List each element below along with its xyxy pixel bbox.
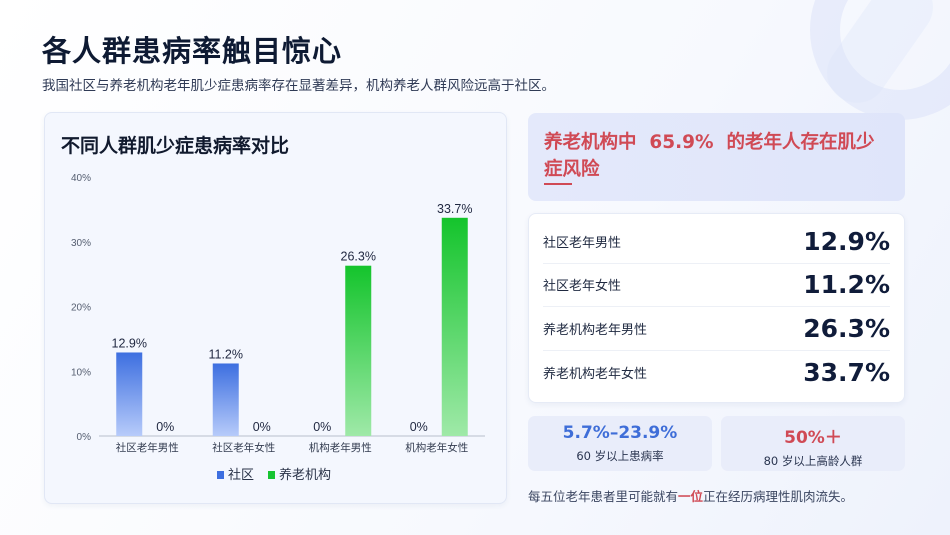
legend-swatch — [217, 471, 224, 479]
mini-label: 80 岁以上高龄人群 — [763, 454, 863, 468]
data-label: 0% — [410, 420, 428, 434]
data-label: 0% — [253, 420, 271, 434]
stat-row: 养老机构老年女性 33.7% — [543, 351, 890, 395]
y-tick-label: 40% — [71, 173, 91, 184]
footnote-before: 每五位老年患者里可能就有 — [528, 489, 679, 504]
mini-label: 60 岁以上患病率 — [576, 449, 664, 463]
stat-label: 养老机构老年男性 — [543, 322, 648, 338]
y-tick-label: 0% — [77, 432, 92, 443]
data-label: 11.2% — [208, 347, 243, 361]
footnote-emphasis: 一位 — [678, 489, 704, 504]
highlight-underline — [544, 183, 572, 185]
y-tick-label: 30% — [71, 238, 91, 249]
mini-value: 5.7%–23.9% — [562, 423, 678, 443]
bar-chart: 0% 10% 20% 30% 40% 12.9% 0% 社区老年男性 11.2% 0% 社区老年女性… — [71, 173, 485, 483]
footnote: 每五位老年患者里可能就有一位正在经历病理性肌肉流失。 — [528, 486, 853, 505]
data-label: 26.3% — [341, 250, 376, 264]
stat-value: 33.7% — [803, 357, 890, 387]
page-title: 各人群患病率触目惊心 — [42, 34, 343, 68]
highlight-suffix: 的老年人存在肌少症风险 — [544, 132, 875, 180]
stat-value: 11.2% — [803, 270, 890, 300]
page-subtitle: 我国社区与养老机构老年肌少症患病率存在显著差异，机构养老人群风险远高于社区。 — [42, 78, 555, 94]
x-tick-label: 机构老年男性 — [309, 441, 372, 454]
x-tick-label: 机构老年女性 — [405, 441, 468, 454]
highlight-text: 养老机构中 65.9% 的老年人存在肌少症风险 — [544, 129, 889, 183]
chart-title: 不同人群肌少症患病率对比 — [61, 135, 290, 157]
bar — [116, 352, 143, 436]
stat-label: 养老机构老年女性 — [543, 366, 648, 382]
stats-card: 社区老年男性 12.9% 社区老年女性 11.2% 养老机构老年男性 26.3%… — [528, 213, 905, 403]
mini-value: 50%＋ — [784, 428, 842, 448]
prevalence-60-card: 5.7%–23.9% 60 岁以上患病率 — [528, 416, 712, 471]
data-label: 0% — [156, 420, 174, 434]
y-tick-label: 20% — [71, 303, 91, 314]
highlight-prefix: 养老机构中 — [544, 132, 637, 153]
data-label: 12.9% — [112, 336, 147, 350]
bar — [441, 217, 468, 436]
data-label: 0% — [313, 420, 331, 434]
y-tick-label: 10% — [71, 367, 91, 378]
prevalence-80-card: 50%＋ 80 岁以上高龄人群 — [721, 416, 905, 471]
stat-row: 社区老年女性 11.2% — [543, 264, 890, 307]
x-tick-label: 社区老年女性 — [212, 441, 275, 454]
data-label: 33.7% — [437, 202, 472, 216]
stat-row: 社区老年男性 12.9% — [543, 220, 890, 264]
stat-row: 养老机构老年男性 26.3% — [543, 307, 890, 351]
legend-swatch — [268, 471, 275, 479]
legend-label: 养老机构 — [279, 467, 331, 483]
footnote-after: 正在经历病理性肌肉流失。 — [703, 489, 854, 504]
stat-value: 26.3% — [803, 313, 890, 343]
highlight-value: 65.9% — [649, 132, 714, 153]
legend-label: 社区 — [228, 467, 254, 483]
chart-card: 不同人群肌少症患病率对比 0% 10% 20% 30% 40% 12.9% 0% 社区老年男性… — [44, 112, 507, 504]
bar — [212, 363, 239, 436]
stat-label: 社区老年女性 — [543, 279, 622, 295]
highlight-callout: 养老机构中 65.9% 的老年人存在肌少症风险 — [528, 113, 905, 201]
x-tick-label: 社区老年男性 — [116, 441, 179, 454]
bar — [345, 265, 372, 436]
stat-label: 社区老年男性 — [543, 235, 622, 251]
stat-value: 12.9% — [803, 226, 890, 256]
